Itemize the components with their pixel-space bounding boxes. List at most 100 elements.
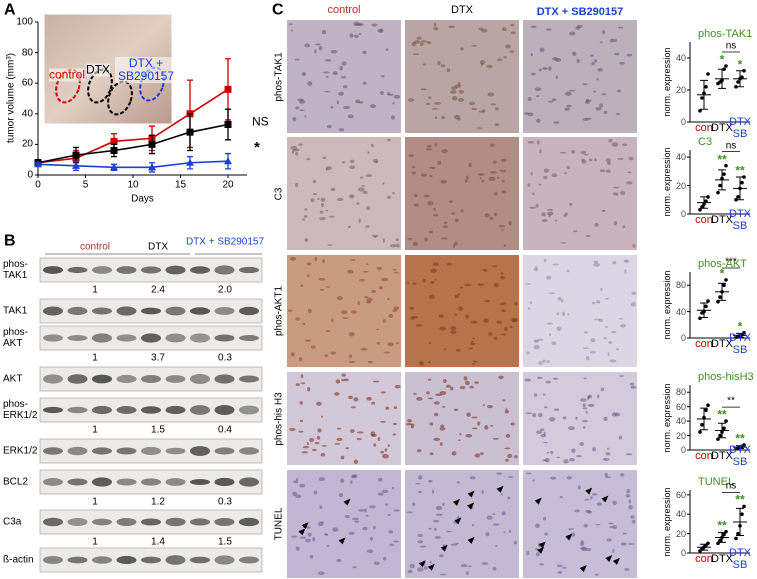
data-point [698, 316, 702, 321]
cell-texture [474, 453, 481, 458]
y-axis-title: norm. expression [662, 382, 672, 453]
cell-texture [451, 451, 457, 456]
cell-texture [551, 173, 558, 178]
cell-texture [418, 490, 423, 494]
cell-texture [319, 288, 325, 291]
data-point [736, 531, 740, 536]
cell-texture [291, 535, 298, 538]
arrowhead [601, 495, 609, 503]
cell-texture [542, 393, 546, 396]
cell-texture [414, 194, 418, 198]
row-label: phos-TAK1 [273, 51, 285, 102]
blot-band [67, 374, 88, 384]
cell-texture [347, 114, 354, 119]
cell-texture [371, 234, 379, 237]
y-tick-label: 40 [675, 152, 686, 163]
blot-band [141, 406, 161, 414]
cell-texture [496, 472, 503, 475]
cell-texture [439, 573, 447, 576]
cell-texture [537, 376, 543, 380]
x-tick-label: con [695, 122, 713, 134]
blot-band [43, 447, 63, 455]
arrowhead [467, 536, 475, 544]
cell-texture [355, 23, 362, 26]
blot-label: BCL2 [3, 476, 29, 488]
cell-texture [356, 202, 360, 205]
cell-texture [376, 341, 381, 345]
cell-texture [382, 319, 386, 323]
cell-texture [545, 28, 552, 31]
cell-texture [295, 546, 300, 551]
cell-texture [547, 208, 554, 211]
cell-texture [492, 523, 500, 526]
cell-texture [321, 29, 327, 35]
cell-texture [562, 311, 565, 317]
cell-texture [465, 175, 469, 180]
cell-texture [439, 442, 443, 446]
cell-texture [543, 175, 548, 180]
cell-texture [526, 351, 530, 355]
cell-texture [415, 482, 421, 485]
blot-header: DTX [148, 241, 168, 253]
cell-texture [376, 266, 382, 271]
cell-texture [493, 212, 497, 217]
error-bar [700, 196, 708, 209]
cell-texture [486, 515, 493, 520]
cell-texture [393, 406, 398, 410]
cell-texture [314, 441, 320, 445]
cell-texture [427, 378, 432, 381]
cell-texture [290, 145, 297, 150]
cell-texture [292, 117, 297, 122]
cell-texture [590, 337, 596, 343]
cell-texture [387, 297, 390, 301]
cell-texture [305, 526, 311, 529]
cell-texture [440, 64, 446, 68]
cell-texture [371, 401, 376, 405]
cell-texture [603, 416, 608, 422]
cell-texture [568, 89, 576, 92]
cell-texture [307, 81, 313, 86]
cell-texture [617, 157, 624, 161]
marker [224, 157, 232, 165]
cell-texture [566, 104, 572, 108]
cell-texture [532, 413, 537, 418]
data-point [700, 96, 704, 100]
blot-band [239, 477, 259, 487]
cell-texture [343, 378, 349, 382]
cell-texture [332, 527, 339, 532]
cell-texture [407, 237, 413, 241]
cell-texture [543, 431, 546, 436]
blot-band [165, 447, 186, 455]
annotation: NS [252, 114, 269, 129]
cell-texture [498, 375, 504, 380]
data-point [734, 536, 738, 541]
arrowhead [538, 541, 546, 549]
cell-texture [301, 451, 309, 454]
cell-texture [304, 43, 311, 48]
data-point [700, 205, 704, 209]
x-tick-label: 20 [222, 179, 234, 191]
cell-texture [551, 341, 557, 346]
cell-texture [501, 169, 507, 173]
cell-texture [318, 277, 326, 281]
x-tick-label: DTX [711, 338, 733, 350]
cell-texture [356, 431, 364, 434]
cell-texture [321, 444, 327, 447]
cell-texture [496, 176, 500, 179]
cell-texture [477, 421, 481, 426]
y-tick-label: 40 [675, 53, 686, 63]
cell-texture [451, 95, 458, 101]
cell-texture [430, 281, 435, 284]
cell-texture [423, 566, 428, 570]
cell-texture [438, 314, 445, 318]
quantification: 0.4 [218, 424, 232, 436]
cell-texture [624, 568, 630, 571]
blot-band [190, 556, 210, 564]
blot-band [214, 447, 235, 455]
cell-texture [443, 348, 447, 351]
cell-texture [368, 505, 376, 509]
cell-texture [514, 301, 518, 306]
cell-texture [623, 259, 629, 263]
cell-texture [318, 477, 326, 482]
cell-texture [393, 306, 400, 311]
